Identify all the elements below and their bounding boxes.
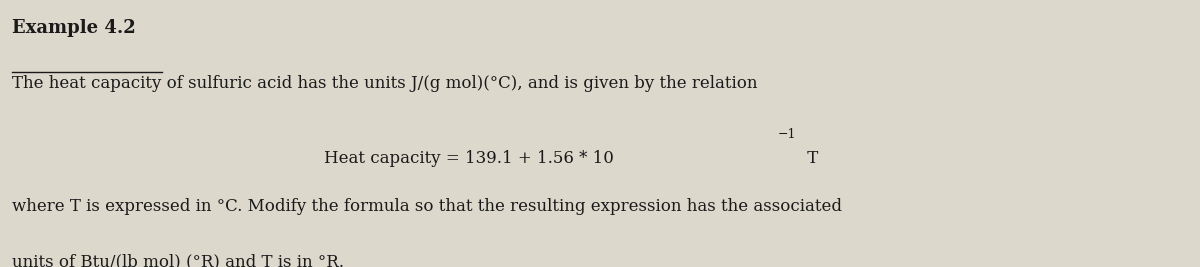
Text: The heat capacity of sulfuric acid has the units J/(g mol)(°C), and is given by : The heat capacity of sulfuric acid has t… — [12, 75, 757, 92]
Text: −1: −1 — [778, 128, 796, 141]
Text: where T is expressed in °C. Modify the formula so that the resulting expression : where T is expressed in °C. Modify the f… — [12, 198, 842, 215]
Text: T: T — [802, 150, 818, 167]
Text: Example 4.2: Example 4.2 — [12, 19, 136, 37]
Text: units of Btu/(lb mol) (°R) and T is in °R.: units of Btu/(lb mol) (°R) and T is in °… — [12, 254, 344, 267]
Text: Heat capacity = 139.1 + 1.56 * 10: Heat capacity = 139.1 + 1.56 * 10 — [324, 150, 614, 167]
